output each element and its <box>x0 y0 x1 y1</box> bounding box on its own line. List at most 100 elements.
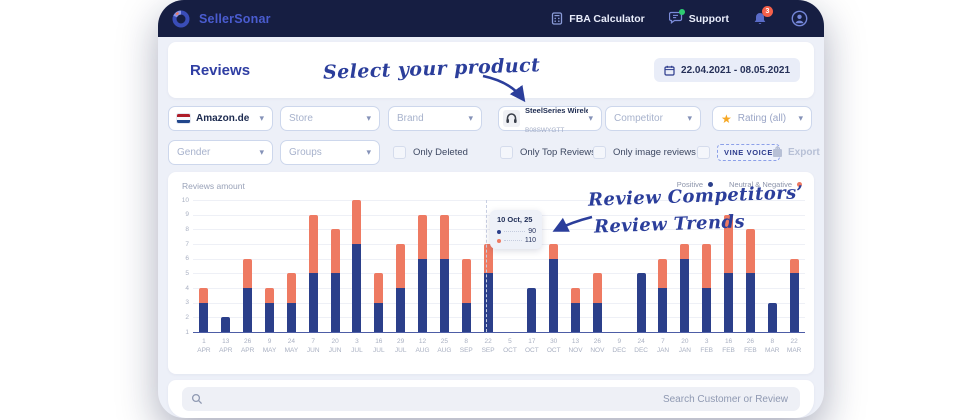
date-range-picker[interactable]: 22.04.2021 - 08.05.2021 <box>654 58 800 82</box>
bar-segment-positive <box>767 302 777 332</box>
bar-stack[interactable] <box>352 200 362 332</box>
bar-slot <box>215 200 237 332</box>
bar-stack[interactable] <box>308 214 318 332</box>
y-tick: 6 <box>185 255 189 263</box>
chart-y-labels: 10 9 8 7 6 5 4 3 2 1 <box>168 196 189 336</box>
only-top-reviews-label: Only Top Reviews <box>520 147 596 158</box>
store-placeholder: Store <box>289 113 313 124</box>
tooltip-anchor-line <box>486 200 487 332</box>
bar-slot <box>718 200 740 332</box>
gender-select[interactable]: Gender ▾ <box>168 140 273 165</box>
marketplace-value: Amazon.de <box>196 113 250 124</box>
bar-stack[interactable] <box>636 273 646 332</box>
bar-segment-positive <box>549 258 559 332</box>
bar-stack[interactable] <box>571 288 581 332</box>
bar-stack[interactable] <box>221 317 231 332</box>
page-header-panel: Reviews 22.04.2021 - 08.05.2021 <box>168 42 814 98</box>
bar-segment-positive <box>702 288 712 332</box>
gridline <box>193 288 805 289</box>
x-tick: 20 JUN <box>328 338 342 354</box>
bar-segment-negative <box>680 244 690 259</box>
bar-segment-positive <box>374 302 384 332</box>
bar-slot <box>761 200 783 332</box>
bar-stack[interactable] <box>243 258 253 332</box>
bar-stack[interactable] <box>702 244 712 332</box>
notifications-button[interactable]: 3 <box>753 6 773 26</box>
fba-calculator-button[interactable]: FBA Calculator <box>551 12 645 25</box>
bar-segment-negative <box>396 244 406 288</box>
tooltip-date: 10 Oct, 25 <box>497 215 533 224</box>
rating-select[interactable]: ★ Rating (all) ▾ <box>712 106 812 131</box>
competitor-select[interactable]: Competitor ▾ <box>605 106 701 131</box>
support-button[interactable]: Support <box>668 8 729 27</box>
bar-stack[interactable] <box>396 244 406 332</box>
tooltip-value: 110 <box>524 237 536 244</box>
product-select[interactable]: SteelSeries Wireless ... B08SWYGTT ▾ <box>498 106 602 134</box>
bar-segment-negative <box>702 244 712 288</box>
bar-segment-negative <box>549 244 559 259</box>
x-tick: 16 JUL <box>373 338 385 354</box>
bar-stack[interactable] <box>527 288 537 332</box>
bar-stack[interactable] <box>439 214 449 332</box>
bar-segment-positive <box>724 273 734 332</box>
groups-placeholder: Groups <box>289 147 322 158</box>
y-tick: 4 <box>185 284 189 292</box>
search-input[interactable] <box>182 387 800 411</box>
x-tick: 12 AUG <box>415 338 430 354</box>
profile-button[interactable] <box>791 10 808 27</box>
profile-icon <box>791 10 808 27</box>
gridline <box>193 200 805 201</box>
bar-stack[interactable] <box>658 258 668 332</box>
brand-select[interactable]: Brand ▾ <box>388 106 482 131</box>
bar-segment-positive <box>483 273 493 332</box>
y-tick: 1 <box>185 328 189 336</box>
bar-stack[interactable] <box>286 273 296 332</box>
brand-logo[interactable]: SellerSonar <box>172 10 271 28</box>
gridline <box>193 302 805 304</box>
bar-stack[interactable] <box>374 273 384 332</box>
y-tick: 10 <box>181 196 189 204</box>
groups-select[interactable]: Groups ▾ <box>280 140 380 165</box>
bar-segment-positive <box>461 302 471 332</box>
bar-slot <box>259 200 281 332</box>
bar-slot <box>302 200 324 332</box>
chart-legend: Positive Neutral & Negative <box>677 180 802 189</box>
bar-segment-positive <box>592 302 602 332</box>
bar-stack[interactable] <box>549 244 559 332</box>
export-button[interactable]: Export <box>772 146 820 158</box>
checkbox-icon <box>593 146 606 159</box>
x-tick: 30 OCT <box>546 338 561 354</box>
y-tick: 8 <box>185 225 189 233</box>
x-tick: 24 DEC <box>634 338 648 354</box>
bar-stack[interactable] <box>199 288 209 332</box>
bar-segment-positive <box>527 288 537 332</box>
x-tick: 20 JAN <box>678 338 691 354</box>
tooltip-dot <box>497 238 501 243</box>
bar-stack[interactable] <box>592 273 602 332</box>
marketplace-select[interactable]: Amazon.de ▾ <box>168 106 273 131</box>
vine-voice-checkbox[interactable]: VINE VOICE <box>697 144 780 161</box>
only-deleted-checkbox[interactable]: Only Deleted <box>393 146 468 159</box>
bar-stack[interactable] <box>680 244 690 332</box>
bar-stack[interactable] <box>767 302 777 332</box>
x-tick: 24 MAY <box>284 338 299 354</box>
bar-stack[interactable] <box>418 214 428 332</box>
x-tick: 9 MAY <box>262 338 277 354</box>
only-image-reviews-checkbox[interactable]: Only image reviews <box>593 146 696 159</box>
bar-stack[interactable] <box>461 258 471 332</box>
x-tick: 26 APR <box>240 338 255 354</box>
bar-segment-negative <box>789 258 799 274</box>
bar-stack[interactable] <box>330 229 340 332</box>
bar-stack[interactable] <box>483 244 493 332</box>
bar-stack[interactable] <box>265 288 274 332</box>
chevron-down-icon: ▾ <box>468 113 473 123</box>
bar-stack[interactable] <box>724 214 734 332</box>
checkbox-icon <box>393 146 406 159</box>
bar-stack[interactable] <box>745 229 755 332</box>
brand-placeholder: Brand <box>397 113 424 124</box>
gender-placeholder: Gender <box>177 147 211 158</box>
chevron-down-icon: ▾ <box>259 147 264 157</box>
only-top-reviews-checkbox[interactable]: Only Top Reviews <box>500 146 596 159</box>
store-select[interactable]: Store ▾ <box>280 106 380 131</box>
bar-stack[interactable] <box>789 258 799 332</box>
